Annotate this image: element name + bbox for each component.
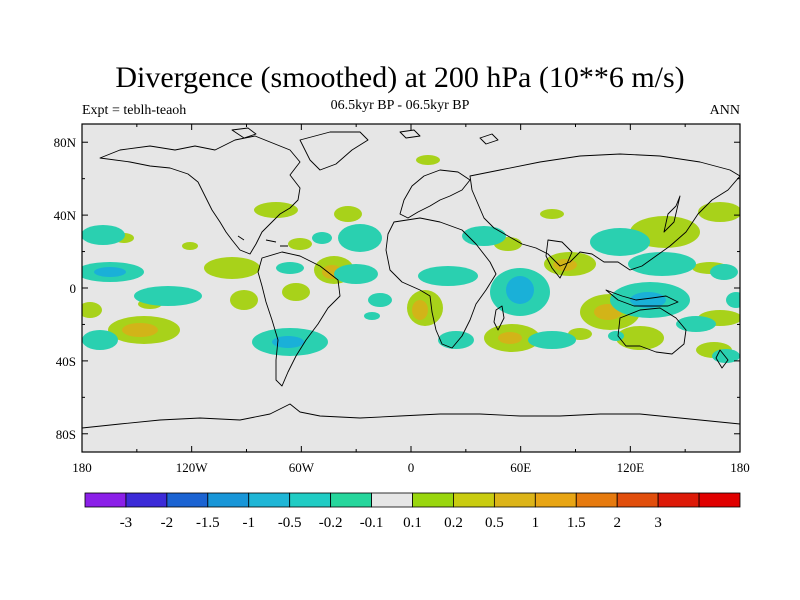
colorbar-swatch (453, 492, 495, 508)
colorbar-swatch (698, 492, 741, 508)
colorbar-swatch (84, 492, 127, 508)
greenland-coastline (299, 131, 369, 171)
colorbar-label: -3 (120, 515, 133, 531)
europe-coastline (399, 169, 471, 219)
colorbar-swatch (412, 492, 454, 508)
colorbar: -3 -2 -1.5 -1 -0.5 -0.2 -0.1 0.1 0.2 0.5 1 1.5 2 3 (84, 492, 741, 531)
colorbar-label: 1 (532, 515, 540, 531)
colorbar-swatch (371, 492, 413, 508)
colorbar-label: -0.1 (360, 515, 384, 531)
longitude-axis: 180 120W 60W 0 60E 120E 180 (72, 124, 750, 475)
colorbar-label: -0.2 (319, 515, 343, 531)
plot-title: Divergence (smoothed) at 200 hPa (10**6 … (115, 61, 685, 94)
lat-tick-label: 80S (56, 427, 76, 442)
colorbar-swatch (534, 492, 577, 508)
coastlines (82, 127, 740, 429)
negative-divergence-regions (82, 224, 740, 363)
madagascar-coastline (493, 305, 505, 331)
lon-tick-label: 180 (730, 460, 750, 475)
arctic-islands (231, 127, 499, 145)
colorbar-swatch (493, 492, 536, 508)
colorbar-label: 3 (654, 515, 662, 531)
strong-negative-divergence-regions (94, 267, 666, 348)
colorbar-swatch (166, 492, 209, 508)
colorbar-swatch (125, 492, 168, 508)
positive-divergence-regions (82, 155, 740, 358)
divergence-field (82, 155, 740, 363)
australia-coastline (617, 307, 687, 355)
colorbar-label: -0.5 (278, 515, 302, 531)
colorbar-label: 0.2 (444, 515, 463, 531)
japan-coastline (663, 195, 681, 233)
colorbar-swatch (330, 492, 372, 508)
lat-tick-label: 0 (70, 281, 77, 296)
asia-coastline (469, 153, 740, 271)
experiment-label: Expt = teblh-teaoh (82, 103, 187, 118)
lon-tick-label: 60E (510, 460, 531, 475)
colorbar-swatch (575, 492, 618, 508)
colorbar-label: -2 (161, 515, 174, 531)
colorbar-label: 0.1 (403, 515, 422, 531)
lon-tick-label: 180 (72, 460, 92, 475)
antarctica-coastline (82, 403, 740, 429)
lon-tick-label: 60W (289, 460, 315, 475)
caribbean-islands (237, 235, 288, 247)
lat-tick-label: 40N (54, 208, 77, 223)
period-label: 06.5kyr BP - 06.5kyr BP (330, 98, 470, 113)
colorbar-swatch (248, 492, 291, 508)
latitude-axis: 80N 40N 0 40S 80S (54, 135, 740, 442)
south-america-coastline (257, 251, 341, 387)
season-label: ANN (709, 103, 740, 118)
colorbar-swatch (616, 492, 659, 508)
colorbar-label: 0.5 (485, 515, 504, 531)
colorbar-label: -1 (243, 515, 256, 531)
africa-coastline (385, 217, 497, 349)
colorbar-swatch (207, 492, 250, 508)
colorbar-label: -1.5 (196, 515, 220, 531)
lat-tick-label: 40S (56, 354, 76, 369)
colorbar-swatch (289, 492, 332, 508)
new-zealand-coastline (715, 349, 729, 369)
indonesia-coastline (605, 289, 679, 307)
colorbar-label: 2 (613, 515, 621, 531)
north-america-coastline (99, 135, 301, 255)
india-coastline (545, 239, 573, 279)
colorbar-label: 1.5 (567, 515, 586, 531)
lon-tick-label: 120E (617, 460, 645, 475)
lon-tick-label: 0 (408, 460, 415, 475)
colorbar-swatch (657, 492, 700, 508)
lon-tick-label: 120W (176, 460, 209, 475)
lat-tick-label: 80N (54, 135, 77, 150)
